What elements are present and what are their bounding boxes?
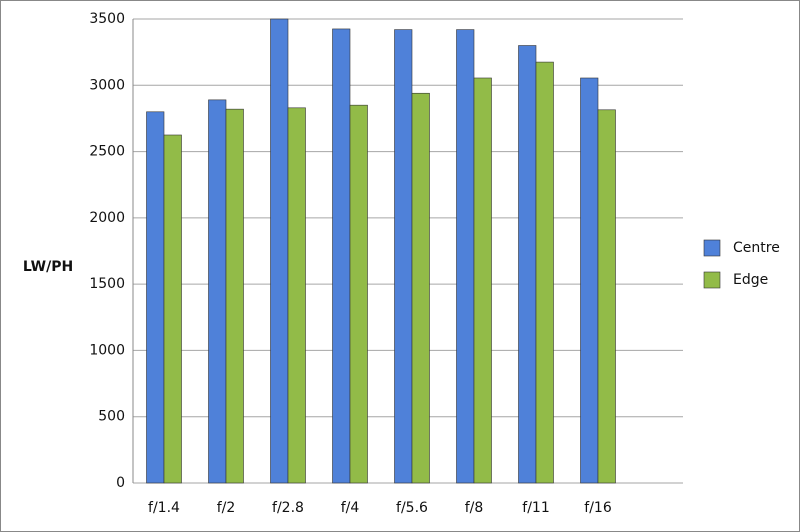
bar xyxy=(349,104,368,484)
y-tick-label: 1000 xyxy=(89,342,125,358)
y-tick-label: 0 xyxy=(116,475,125,491)
y-tick-label: 1500 xyxy=(89,276,125,292)
legend-label: Edge xyxy=(733,272,768,288)
x-tick-label: f/8 xyxy=(465,500,484,516)
y-axis-label: LW/PH xyxy=(23,259,73,275)
x-tick-label: f/11 xyxy=(522,500,549,516)
bar xyxy=(394,29,413,484)
bar xyxy=(597,109,616,484)
legend-swatch xyxy=(703,239,721,257)
y-tick-label: 3000 xyxy=(89,77,125,93)
y-tick-label: 2000 xyxy=(89,210,125,226)
bar xyxy=(208,99,227,484)
x-tick-label: f/2 xyxy=(217,500,236,516)
bar xyxy=(270,18,289,484)
bar xyxy=(456,29,475,484)
x-tick-label: f/2.8 xyxy=(272,500,304,516)
bar xyxy=(163,134,182,484)
bar xyxy=(473,77,492,484)
bar xyxy=(518,45,537,484)
x-tick-label: f/4 xyxy=(341,500,360,516)
legend-swatch xyxy=(703,271,721,289)
x-tick-label: f/1.4 xyxy=(148,500,180,516)
bar xyxy=(225,108,244,484)
bar xyxy=(146,111,165,484)
bar xyxy=(332,28,351,484)
bar xyxy=(411,92,430,484)
bar xyxy=(287,107,306,484)
x-tick-label: f/5.6 xyxy=(396,500,428,516)
y-tick-label: 3500 xyxy=(89,11,125,27)
bar xyxy=(535,61,554,484)
legend-label: Centre xyxy=(733,240,780,256)
bar xyxy=(580,77,599,484)
y-tick-label: 500 xyxy=(98,409,125,425)
x-tick-label: f/16 xyxy=(584,500,612,516)
y-tick-label: 2500 xyxy=(89,144,125,160)
